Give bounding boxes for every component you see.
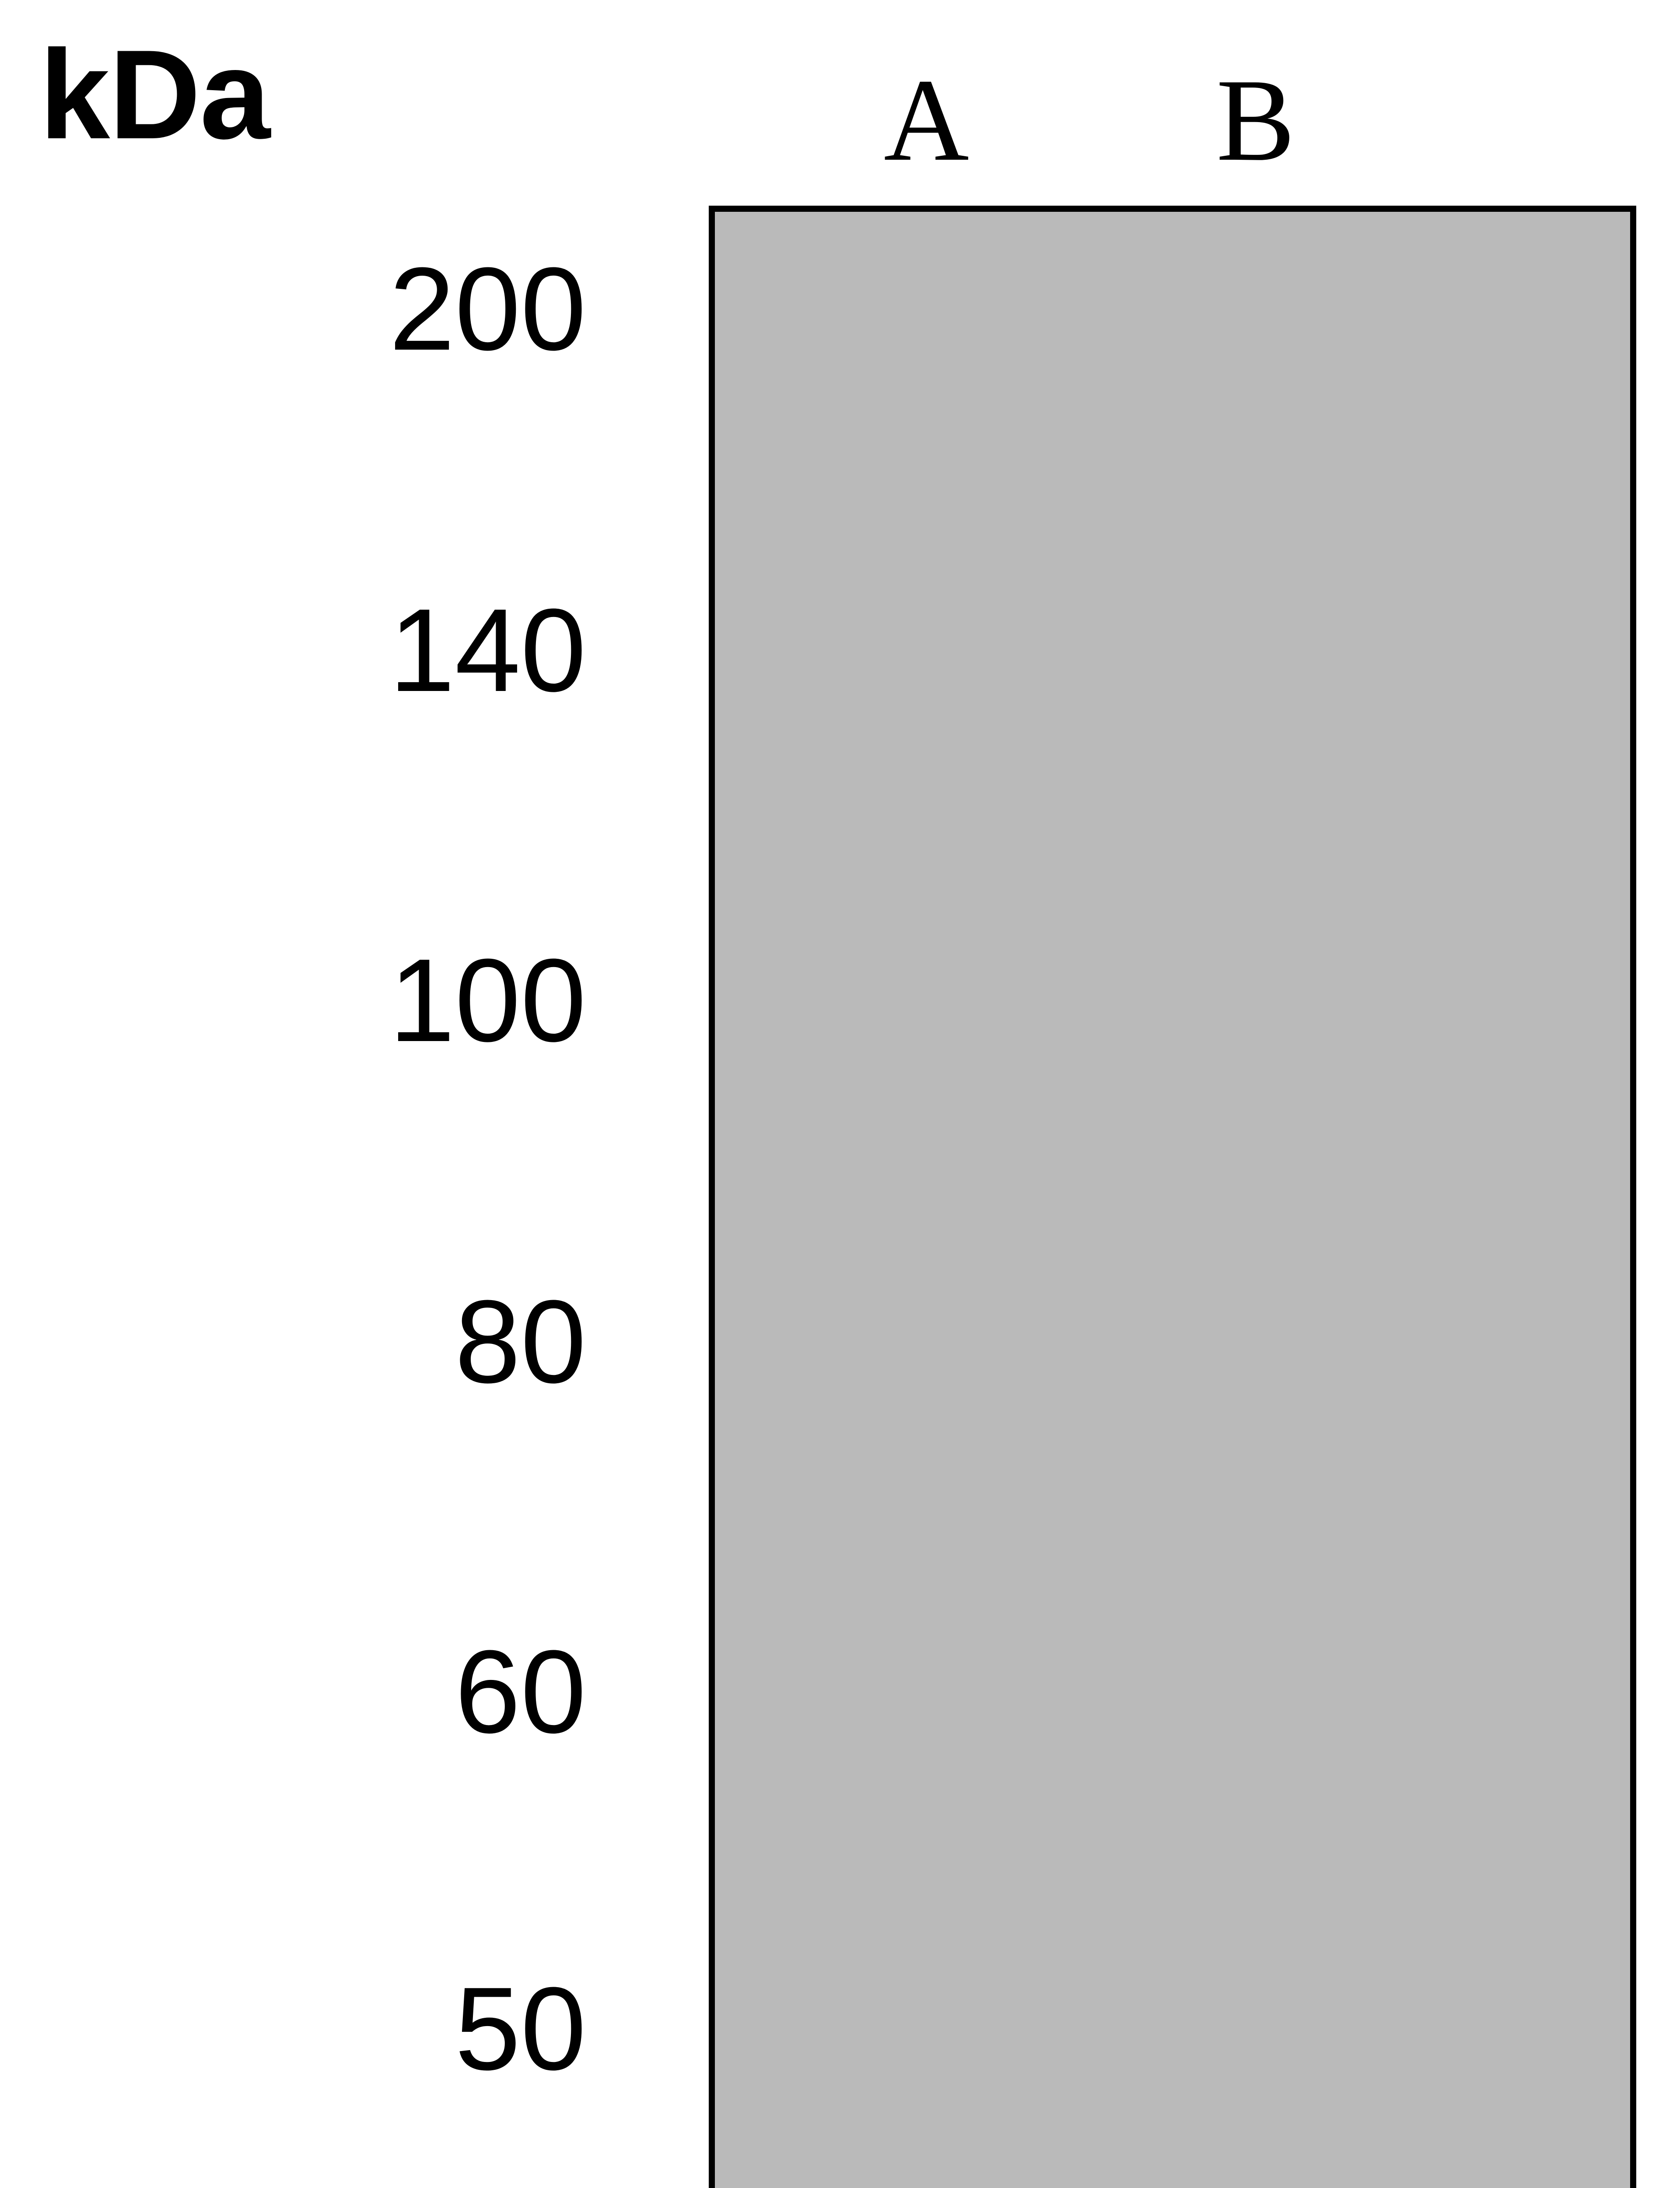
- tick-label-140: 140: [61, 583, 586, 719]
- tick-label-80: 80: [61, 1274, 586, 1410]
- tick-label-100: 100: [61, 933, 586, 1069]
- lane-label-B: B: [1216, 53, 1295, 188]
- western-blot-figure: kDa A B 200 140 100 80 60 50 40 30 20: [0, 0, 1680, 2188]
- lane-label-A: A: [884, 53, 969, 188]
- tick-label-50: 50: [61, 1961, 586, 2097]
- tick-label-200: 200: [61, 242, 586, 377]
- blot-membrane: [709, 206, 1636, 2188]
- kda-unit-label: kDa: [39, 22, 270, 168]
- tick-label-60: 60: [61, 1624, 586, 1760]
